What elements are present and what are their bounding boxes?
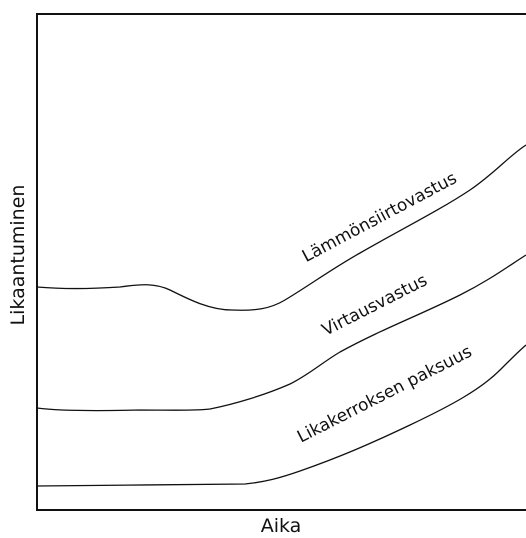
curve-label: Likakerroksen paksuus	[294, 342, 475, 448]
plot-frame	[36, 13, 526, 511]
x-axis-label: Aika	[261, 515, 302, 537]
curve-label: Lämmönsiirtovastus	[299, 168, 461, 267]
curve-heat-transfer	[36, 144, 526, 311]
y-axis-label: Likaantuminen	[7, 185, 29, 326]
curve-label: Virtausvastus	[319, 270, 431, 340]
curve-flow-resistance	[36, 254, 526, 412]
curve-deposit-thickness	[36, 344, 526, 487]
